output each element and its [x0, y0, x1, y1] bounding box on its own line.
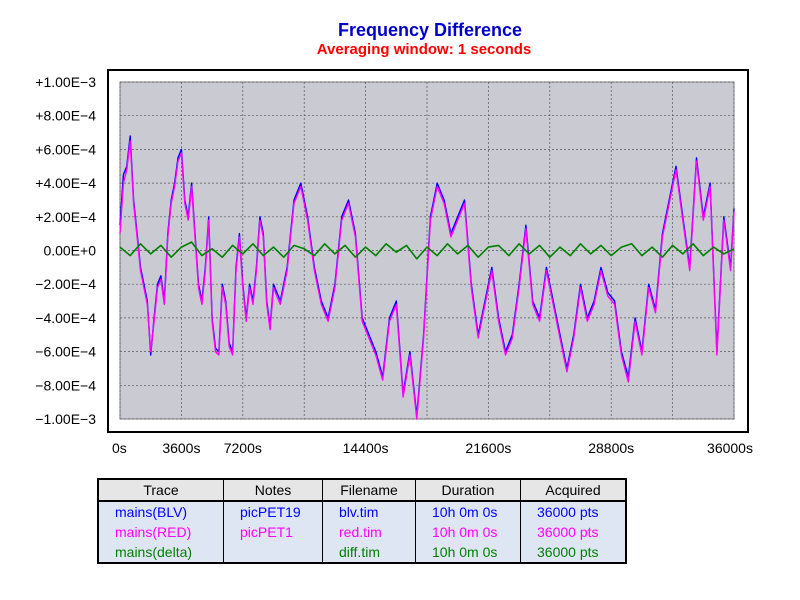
- series-layer: [119, 135, 735, 420]
- legend-filename: red.tim: [322, 522, 416, 542]
- series-line-mains-red: [119, 140, 735, 420]
- x-tick-label: 3600s: [162, 440, 200, 456]
- y-tick-label: −8.00E−4: [35, 377, 96, 393]
- legend-duration: 10h 0m 0s: [415, 501, 521, 522]
- header-duration: Duration: [415, 478, 521, 502]
- x-axis-tick-labels: 0s 3600s 7200s 14400s 21600s 28800s 36000s: [112, 440, 753, 456]
- legend-trace: mains(delta): [97, 542, 224, 563]
- chart-title: Frequency Difference: [338, 20, 522, 40]
- y-axis-tick-labels: +1.00E−3 +8.00E−4 +6.00E−4 +4.00E−4 +2.00E−4…: [35, 74, 96, 427]
- header-filename: Filename: [322, 478, 416, 502]
- y-tick-label: +6.00E−4: [35, 141, 96, 157]
- grid-lines: [119, 81, 735, 420]
- series-line-mains-delta: [119, 241, 735, 260]
- legend-acquired: 36000 pts: [520, 501, 627, 522]
- legend-row-blv: mains(BLV) picPET19 blv.tim 10h 0m 0s 36…: [97, 501, 627, 522]
- header-notes: Notes: [223, 478, 323, 502]
- y-tick-label: +1.00E−3: [35, 74, 96, 90]
- legend-notes: [223, 542, 323, 563]
- header-acquired: Acquired: [520, 478, 627, 502]
- legend-duration: 10h 0m 0s: [415, 522, 521, 542]
- y-tick-label: +2.00E−4: [35, 209, 96, 225]
- y-tick-label: +4.00E−4: [35, 175, 96, 191]
- y-tick-label: −6.00E−4: [35, 344, 96, 360]
- legend-row-delta: mains(delta) diff.tim 10h 0m 0s 36000 pt…: [97, 542, 627, 563]
- y-tick-label: +8.00E−4: [35, 108, 96, 124]
- legend-header-row: Trace Notes Filename Duration Acquired: [97, 478, 627, 502]
- x-tick-label: 21600s: [465, 440, 511, 456]
- legend-filename: diff.tim: [322, 542, 416, 563]
- header-trace: Trace: [97, 478, 224, 502]
- legend-filename: blv.tim: [322, 501, 416, 522]
- x-tick-label: 7200s: [224, 440, 262, 456]
- frequency-difference-chart: Frequency Difference Averaging window: 1…: [35, 20, 753, 456]
- y-tick-label: −4.00E−4: [35, 310, 96, 326]
- y-tick-label: 0.00E+0: [43, 243, 96, 259]
- legend-notes: picPET19: [223, 501, 323, 522]
- x-tick-label: 28800s: [588, 440, 634, 456]
- x-tick-label: 36000s: [707, 440, 753, 456]
- legend-acquired: 36000 pts: [520, 542, 627, 563]
- y-tick-label: −1.00E−3: [35, 411, 96, 427]
- y-tick-label: −2.00E−4: [35, 276, 96, 292]
- x-tick-label: 14400s: [343, 440, 389, 456]
- legend-trace: mains(BLV): [97, 501, 224, 522]
- trace-legend-table: Trace Notes Filename Duration Acquired m…: [97, 478, 627, 564]
- legend-row-red: mains(RED) picPET1 red.tim 10h 0m 0s 360…: [97, 522, 627, 542]
- chart-subtitle: Averaging window: 1 seconds: [317, 41, 531, 58]
- legend-notes: picPET1: [223, 522, 323, 542]
- x-tick-label: 0s: [112, 440, 127, 456]
- legend-duration: 10h 0m 0s: [415, 542, 521, 563]
- legend-trace: mains(RED): [97, 522, 224, 542]
- legend-acquired: 36000 pts: [520, 522, 627, 542]
